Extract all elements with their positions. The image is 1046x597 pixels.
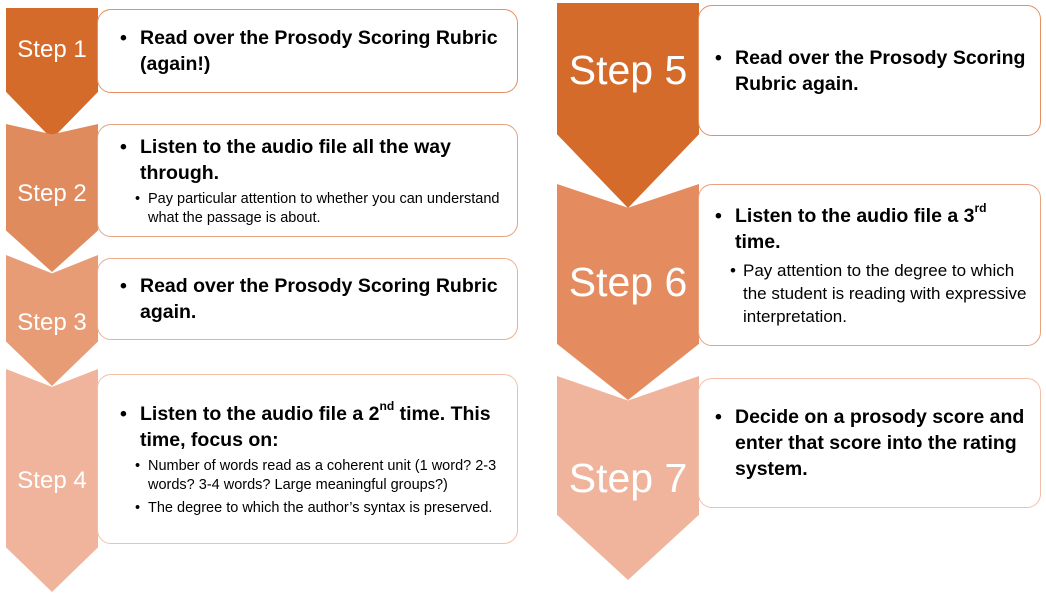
step-2-sub-point: Pay particular attention to whether you … [135, 190, 505, 228]
step-6-box: Listen to the audio file a 3rd time. Pay… [698, 184, 1041, 346]
step-4-main-text-pre: Listen to the audio file a 2 [140, 402, 380, 425]
step-3-chevron: Step 3 [6, 255, 98, 386]
step-3-main-text: Read over the Prosody Scoring Rubric aga… [120, 273, 505, 325]
step-7-main-text: Decide on a prosody score and enter that… [715, 404, 1028, 482]
step-3-box: Read over the Prosody Scoring Rubric aga… [97, 258, 518, 340]
step-2-main-text: Listen to the audio file all the way thr… [120, 134, 505, 186]
step-2-label: Step 2 [17, 180, 87, 207]
step-3-label: Step 3 [17, 308, 87, 336]
step-2-box: Listen to the audio file all the way thr… [97, 124, 518, 237]
step-6-main-text-pre: Listen to the audio file a 3 [735, 204, 975, 227]
step-5-chevron: Step 5 [557, 3, 699, 208]
step-1-main-text: Read over the Prosody Scoring Rubric (ag… [120, 25, 505, 77]
step-1-label: Step 1 [17, 36, 87, 63]
step-1-box: Read over the Prosody Scoring Rubric (ag… [97, 9, 518, 93]
step-2-chevron: Step 2 [6, 124, 98, 272]
step-4-sub-point: Number of words read as a coherent unit … [135, 457, 505, 495]
step-4-label: Step 4 [17, 466, 87, 494]
step-4-main-text: Listen to the audio file a 2nd time. Thi… [120, 399, 505, 453]
step-6-main-text: Listen to the audio file a 3rd time. [715, 201, 1028, 255]
step-6-sub-point: Pay attention to the degree to which the… [730, 259, 1028, 328]
step-4-sub-point: The degree to which the author’s syntax … [135, 499, 505, 518]
step-7-chevron: Step 7 [557, 376, 699, 580]
step-6-chevron: Step 6 [557, 184, 699, 400]
step-6-main-text-post: time. [735, 230, 781, 253]
step-5-label: Step 5 [568, 47, 688, 93]
step-7-label: Step 7 [568, 454, 688, 501]
step-4-main-text-sup: nd [379, 399, 395, 414]
step-7-box: Decide on a prosody score and enter that… [698, 378, 1041, 508]
step-4-chevron: Step 4 [6, 369, 98, 592]
step-6-main-text-sup: rd [974, 201, 987, 216]
step-5-box: Read over the Prosody Scoring Rubric aga… [698, 5, 1041, 136]
step-4-main-text-post: time. This time, focus on: [140, 402, 491, 451]
step-6-label: Step 6 [568, 258, 688, 305]
step-1-chevron: Step 1 [6, 8, 98, 139]
step-4-box: Listen to the audio file a 2nd time. Thi… [97, 374, 518, 544]
step-5-main-text: Read over the Prosody Scoring Rubric aga… [715, 45, 1028, 97]
